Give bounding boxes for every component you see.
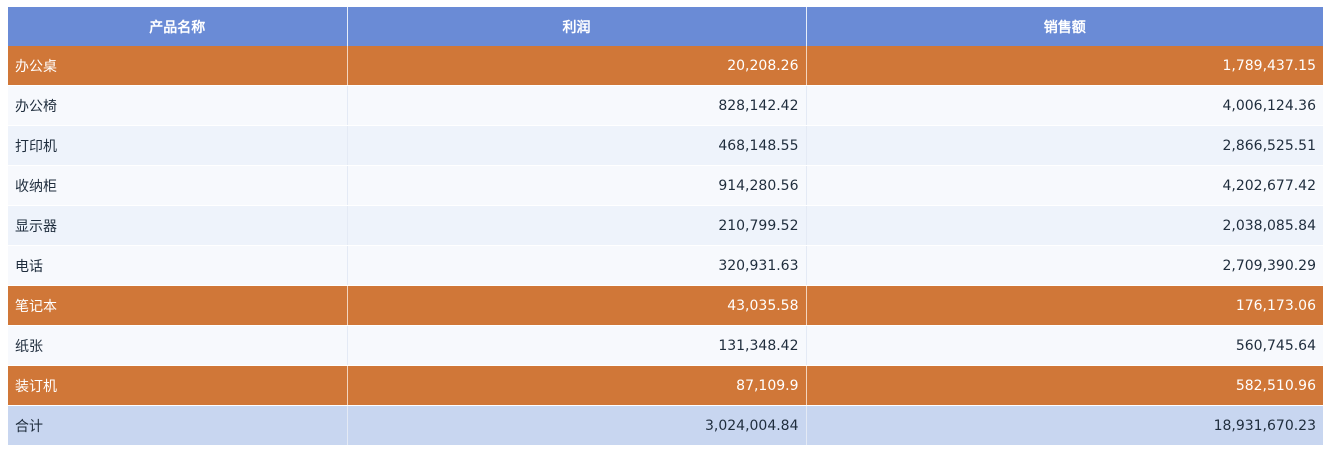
cell-sales: 560,745.64	[806, 325, 1323, 366]
cell-product-name: 装订机	[8, 365, 348, 406]
table-row[interactable]: 打印机 468,148.55 2,866,525.51	[8, 125, 1323, 166]
table-total-row: 合计 3,024,004.84 18,931,670.23	[8, 405, 1323, 446]
total-label: 合计	[8, 405, 348, 446]
table-row[interactable]: 电话 320,931.63 2,709,390.29	[8, 245, 1323, 286]
cell-sales: 2,709,390.29	[806, 245, 1323, 286]
cell-profit: 210,799.52	[347, 205, 807, 246]
cell-profit: 828,142.42	[347, 85, 807, 126]
cell-profit: 468,148.55	[347, 125, 807, 166]
cell-product-name: 办公椅	[8, 85, 348, 126]
column-header-sales[interactable]: 销售额	[806, 7, 1323, 46]
table-row[interactable]: 显示器 210,799.52 2,038,085.84	[8, 205, 1323, 246]
cell-profit: 20,208.26	[347, 46, 807, 86]
cell-product-name: 办公桌	[8, 46, 348, 86]
cell-product-name: 笔记本	[8, 285, 348, 326]
total-sales: 18,931,670.23	[806, 405, 1323, 446]
table-row[interactable]: 笔记本 43,035.58 176,173.06	[8, 285, 1323, 326]
data-table-container: 产品名称 利润 销售额 办公桌 20,208.26 1,789,437.15 办…	[8, 7, 1323, 446]
cell-profit: 131,348.42	[347, 325, 807, 366]
table-row[interactable]: 装订机 87,109.9 582,510.96	[8, 365, 1323, 406]
cell-profit: 87,109.9	[347, 365, 807, 406]
cell-product-name: 显示器	[8, 205, 348, 246]
table-row[interactable]: 办公椅 828,142.42 4,006,124.36	[8, 85, 1323, 126]
cell-sales: 4,202,677.42	[806, 165, 1323, 206]
column-header-profit[interactable]: 利润	[347, 7, 807, 46]
cell-sales: 582,510.96	[806, 365, 1323, 406]
table-header-row: 产品名称 利润 销售额	[8, 7, 1323, 46]
cell-sales: 1,789,437.15	[806, 46, 1323, 86]
cell-profit: 320,931.63	[347, 245, 807, 286]
table-row[interactable]: 收纳柜 914,280.56 4,202,677.42	[8, 165, 1323, 206]
product-profit-sales-table: 产品名称 利润 销售额 办公桌 20,208.26 1,789,437.15 办…	[8, 7, 1323, 446]
cell-sales: 2,866,525.51	[806, 125, 1323, 166]
cell-product-name: 电话	[8, 245, 348, 286]
cell-sales: 4,006,124.36	[806, 85, 1323, 126]
cell-sales: 176,173.06	[806, 285, 1323, 326]
cell-product-name: 收纳柜	[8, 165, 348, 206]
table-row[interactable]: 纸张 131,348.42 560,745.64	[8, 325, 1323, 366]
table-row[interactable]: 办公桌 20,208.26 1,789,437.15	[8, 46, 1323, 86]
column-header-product-name[interactable]: 产品名称	[8, 7, 348, 46]
cell-product-name: 纸张	[8, 325, 348, 366]
cell-profit: 43,035.58	[347, 285, 807, 326]
cell-sales: 2,038,085.84	[806, 205, 1323, 246]
total-profit: 3,024,004.84	[347, 405, 807, 446]
cell-product-name: 打印机	[8, 125, 348, 166]
cell-profit: 914,280.56	[347, 165, 807, 206]
